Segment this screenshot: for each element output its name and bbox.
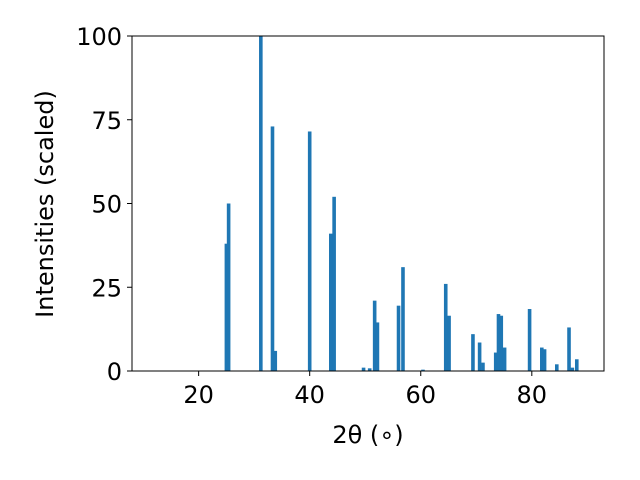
bar-11 bbox=[375, 322, 380, 371]
y-tick-label-0: 0 bbox=[107, 358, 122, 386]
bar-20 bbox=[493, 352, 498, 371]
y-tick-label-4: 100 bbox=[76, 23, 122, 51]
y-tick-label-3: 75 bbox=[91, 107, 122, 135]
x-tick-label-3: 80 bbox=[517, 381, 548, 409]
bar-25 bbox=[540, 347, 544, 371]
bar-2 bbox=[259, 36, 263, 371]
bar-4 bbox=[273, 350, 278, 371]
bar-0 bbox=[224, 243, 229, 371]
bar-16 bbox=[447, 315, 451, 371]
bar-13 bbox=[401, 267, 405, 371]
bar-28 bbox=[567, 327, 571, 371]
bar-8 bbox=[361, 367, 366, 371]
x-tick-label-2: 60 bbox=[405, 381, 436, 409]
bar-19 bbox=[481, 362, 485, 372]
bar-6 bbox=[329, 233, 333, 371]
bar-1 bbox=[226, 203, 231, 371]
bar-7 bbox=[332, 196, 336, 371]
bar-3 bbox=[270, 126, 275, 371]
bar-21 bbox=[496, 314, 501, 371]
bar-5 bbox=[307, 131, 312, 371]
x-axis-ticks: 20 40 60 80 bbox=[183, 371, 547, 409]
bar-22 bbox=[499, 315, 504, 371]
y-axis-label: Intensities (scaled) bbox=[31, 90, 59, 318]
bar-17 bbox=[471, 334, 475, 371]
bar-14 bbox=[421, 369, 425, 371]
bars bbox=[224, 36, 579, 372]
y-axis-ticks: 0 25 50 75 100 bbox=[76, 23, 132, 386]
bar-24 bbox=[527, 309, 532, 371]
bar-10 bbox=[372, 300, 377, 371]
bar-23 bbox=[502, 347, 507, 371]
bar-27 bbox=[555, 364, 559, 371]
x-tick-label-0: 20 bbox=[183, 381, 214, 409]
y-tick-label-1: 25 bbox=[91, 274, 122, 302]
bar-12 bbox=[396, 305, 401, 371]
bar-30 bbox=[574, 359, 579, 371]
x-tick-label-1: 40 bbox=[294, 381, 325, 409]
bar-9 bbox=[367, 368, 372, 371]
bar-26 bbox=[542, 349, 547, 371]
x-axis-label: 2θ (∘) bbox=[332, 421, 403, 449]
bar-15 bbox=[443, 283, 448, 371]
y-tick-label-2: 50 bbox=[91, 191, 122, 219]
bar-29 bbox=[570, 367, 575, 371]
bar-18 bbox=[477, 342, 482, 371]
